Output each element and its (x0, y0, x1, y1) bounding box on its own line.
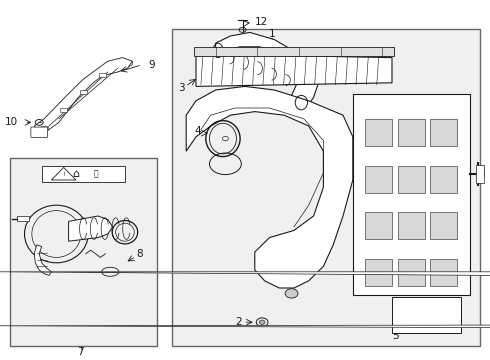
Text: 4: 4 (194, 126, 201, 136)
Circle shape (222, 136, 228, 141)
Text: 6: 6 (478, 169, 485, 179)
Text: 5: 5 (392, 330, 399, 341)
Text: 9: 9 (148, 60, 155, 70)
Bar (365, 166, 392, 193)
FancyBboxPatch shape (194, 47, 394, 56)
Bar (365, 259, 392, 286)
Bar (80, 90, 87, 94)
Polygon shape (0, 320, 490, 328)
Bar (365, 212, 392, 239)
Text: 3: 3 (178, 83, 185, 93)
Text: 10: 10 (5, 117, 18, 127)
Polygon shape (186, 86, 353, 288)
Text: 11: 11 (338, 76, 351, 86)
Bar (353, 94, 470, 295)
Text: 1: 1 (269, 29, 275, 39)
Bar (172, 29, 480, 346)
Text: !: ! (62, 172, 65, 177)
Text: 2: 2 (235, 317, 242, 327)
Bar (430, 119, 457, 146)
Bar (430, 166, 457, 193)
Bar (17, 216, 29, 221)
Bar (60, 108, 67, 112)
Polygon shape (216, 32, 318, 108)
FancyBboxPatch shape (31, 127, 48, 138)
Text: 7: 7 (77, 347, 84, 357)
Bar (42, 166, 125, 182)
Bar (398, 119, 425, 146)
Bar (430, 212, 457, 239)
Polygon shape (69, 216, 113, 241)
Text: 12: 12 (255, 17, 268, 27)
Bar (365, 119, 392, 146)
Text: 📖: 📖 (93, 169, 98, 178)
Polygon shape (196, 54, 392, 86)
Bar (430, 259, 457, 286)
Bar (398, 166, 425, 193)
Bar (392, 297, 461, 333)
Circle shape (285, 289, 298, 298)
Polygon shape (0, 272, 490, 278)
Bar (41, 126, 48, 130)
Bar (398, 259, 425, 286)
Polygon shape (34, 58, 132, 133)
Text: 8: 8 (136, 249, 143, 259)
Polygon shape (34, 245, 51, 275)
Bar (99, 73, 106, 77)
Circle shape (259, 320, 265, 324)
Bar (398, 212, 425, 239)
Bar (10, 158, 157, 346)
Text: ⌂: ⌂ (73, 169, 79, 179)
Bar (476, 165, 484, 183)
